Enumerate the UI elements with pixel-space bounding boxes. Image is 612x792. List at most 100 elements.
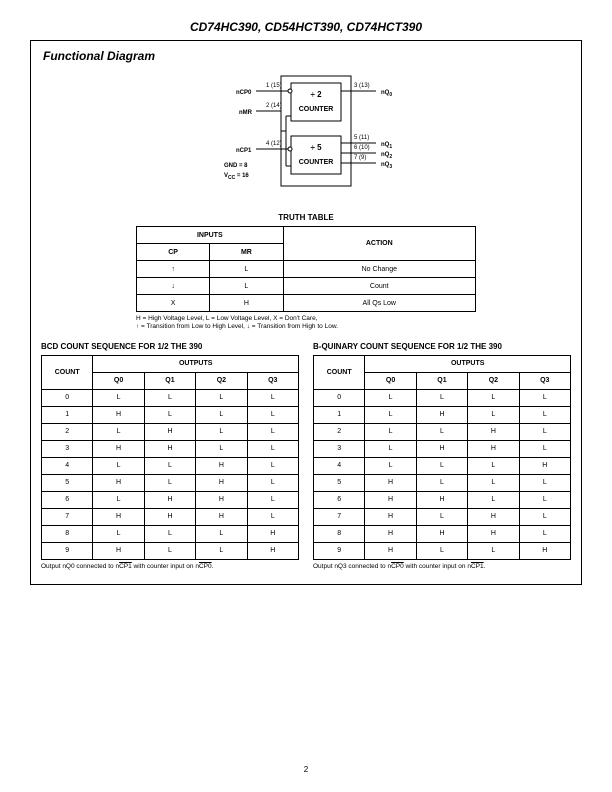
- svg-text:1 (15): 1 (15): [266, 83, 282, 89]
- td-count: 5: [314, 474, 365, 491]
- td-q3: L: [519, 508, 570, 525]
- td-q1: L: [144, 525, 195, 542]
- svg-text:nCP1: nCP1: [236, 148, 252, 154]
- td-q1: L: [144, 542, 195, 559]
- td-q2: L: [196, 542, 247, 559]
- biq-note: Output nQ3 connected to nCP0 with counte…: [313, 563, 571, 570]
- svg-text:4 (12): 4 (12): [266, 141, 282, 147]
- th-q1: Q1: [144, 372, 195, 389]
- td-q1: H: [416, 406, 467, 423]
- th-q1: Q1: [416, 372, 467, 389]
- td-q0: H: [365, 474, 416, 491]
- td-q1: H: [144, 440, 195, 457]
- td-q3: L: [519, 389, 570, 406]
- td-q2: L: [468, 389, 519, 406]
- section-title: Functional Diagram: [43, 49, 571, 63]
- td-action: All Qs Low: [283, 295, 475, 312]
- td-cp: ↑: [137, 261, 210, 278]
- td-q0: H: [365, 525, 416, 542]
- td-q2: H: [468, 423, 519, 440]
- td-q0: H: [365, 542, 416, 559]
- td-q3: L: [247, 423, 298, 440]
- td-q3: L: [519, 474, 570, 491]
- td-count: 7: [314, 508, 365, 525]
- page-number: 2: [0, 765, 612, 774]
- svg-text:÷ 2: ÷ 2: [310, 90, 322, 99]
- th-action: ACTION: [283, 227, 475, 261]
- td-q0: L: [93, 389, 144, 406]
- td-q2: H: [468, 440, 519, 457]
- svg-text:÷ 5: ÷ 5: [310, 143, 322, 152]
- td-q3: L: [519, 423, 570, 440]
- td-count: 2: [42, 423, 93, 440]
- th-inputs: INPUTS: [137, 227, 284, 244]
- svg-text:COUNTER: COUNTER: [299, 159, 334, 166]
- td-q2: L: [468, 491, 519, 508]
- note-line2: ↑ = Transition from Low to High Level, ↓…: [136, 323, 476, 331]
- truth-table-title: TRUTH TABLE: [41, 213, 571, 222]
- svg-text:nQ2: nQ2: [381, 152, 392, 160]
- td-q0: H: [93, 474, 144, 491]
- td-action: No Change: [283, 261, 475, 278]
- td-q2: L: [468, 542, 519, 559]
- td-q3: L: [519, 525, 570, 542]
- th-q0: Q0: [93, 372, 144, 389]
- td-q3: L: [519, 440, 570, 457]
- td-q1: L: [144, 474, 195, 491]
- td-count: 2: [314, 423, 365, 440]
- td-q3: H: [519, 542, 570, 559]
- td-q1: L: [416, 423, 467, 440]
- td-q2: H: [468, 508, 519, 525]
- td-q3: L: [519, 406, 570, 423]
- td-mr: L: [210, 261, 283, 278]
- svg-text:COUNTER: COUNTER: [299, 106, 334, 113]
- td-q3: L: [247, 440, 298, 457]
- td-q1: H: [144, 491, 195, 508]
- td-count: 3: [314, 440, 365, 457]
- td-q2: L: [196, 406, 247, 423]
- th-outputs: OUTPUTS: [93, 355, 299, 372]
- svg-text:6 (10): 6 (10): [354, 145, 370, 151]
- td-cp: X: [137, 295, 210, 312]
- td-q2: H: [196, 457, 247, 474]
- td-q0: L: [365, 440, 416, 457]
- note-line1: H = High Voltage Level, L = Low Voltage …: [136, 315, 476, 323]
- th-q3: Q3: [519, 372, 570, 389]
- td-count: 9: [314, 542, 365, 559]
- svg-text:nQ0: nQ0: [381, 90, 392, 98]
- td-count: 4: [42, 457, 93, 474]
- td-count: 8: [314, 525, 365, 542]
- th-mr: MR: [210, 244, 283, 261]
- svg-text:3 (13): 3 (13): [354, 83, 370, 89]
- bcd-title: BCD COUNT SEQUENCE FOR 1/2 THE 390: [41, 342, 299, 351]
- td-q2: L: [468, 457, 519, 474]
- td-count: 6: [314, 491, 365, 508]
- svg-text:VCC = 16: VCC = 16: [224, 173, 249, 181]
- td-q1: H: [416, 440, 467, 457]
- td-q2: L: [196, 525, 247, 542]
- header-title: CD74HC390, CD54HCT390, CD74HCT390: [30, 20, 582, 34]
- bcd-table: COUNT OUTPUTS Q0 Q1 Q2 Q3 0LLLL1HLLL2LHL…: [41, 355, 299, 560]
- td-q0: L: [93, 525, 144, 542]
- th-cp: CP: [137, 244, 210, 261]
- td-q2: H: [468, 525, 519, 542]
- td-q3: L: [247, 406, 298, 423]
- td-mr: L: [210, 278, 283, 295]
- th-q0: Q0: [365, 372, 416, 389]
- svg-text:nMR: nMR: [239, 110, 253, 116]
- td-count: 4: [314, 457, 365, 474]
- td-q1: H: [416, 491, 467, 508]
- td-q1: H: [144, 508, 195, 525]
- th-count: COUNT: [314, 355, 365, 389]
- td-count: 0: [314, 389, 365, 406]
- functional-diagram: ÷ 2 COUNTER ÷ 5 COUNTER 1 (15) nCP0 2 (1…: [186, 71, 426, 203]
- td-q3: L: [247, 491, 298, 508]
- svg-text:7 (9): 7 (9): [354, 155, 366, 161]
- td-count: 3: [42, 440, 93, 457]
- td-count: 5: [42, 474, 93, 491]
- svg-text:nCP0: nCP0: [236, 90, 252, 96]
- td-q2: L: [196, 440, 247, 457]
- td-count: 0: [42, 389, 93, 406]
- td-q3: L: [247, 457, 298, 474]
- td-count: 9: [42, 542, 93, 559]
